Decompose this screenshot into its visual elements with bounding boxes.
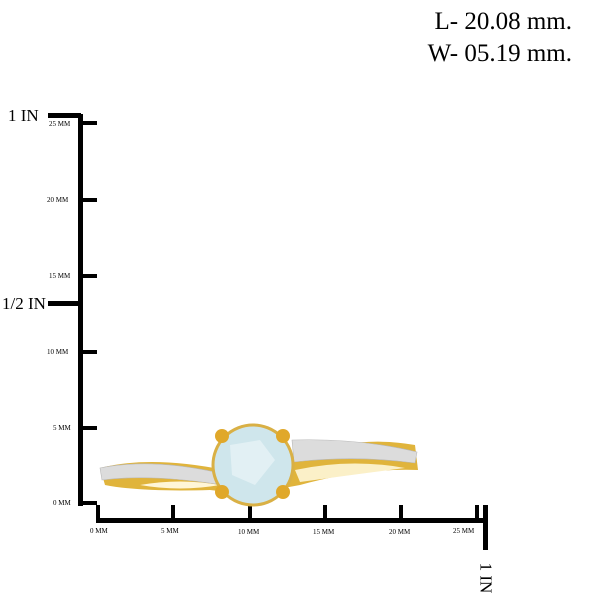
tick-25mm-h bbox=[475, 505, 479, 521]
tick-10mm bbox=[80, 350, 97, 354]
ring-image bbox=[99, 423, 418, 507]
label-15mm-h: 15 MM bbox=[313, 528, 335, 536]
half-inch-label: 1/2 IN bbox=[2, 294, 46, 313]
label-0mm: 0 MM bbox=[53, 499, 71, 507]
horizontal-ruler bbox=[96, 505, 488, 550]
label-15mm: 15 MM bbox=[49, 272, 71, 280]
tick-10mm-h bbox=[248, 505, 252, 521]
tick-25mm bbox=[80, 121, 97, 125]
one-inch-mark-h bbox=[483, 505, 488, 550]
horizontal-axis-line bbox=[96, 518, 488, 523]
one-inch-mark bbox=[48, 113, 81, 118]
tick-15mm-h bbox=[323, 505, 327, 521]
one-inch-label: 1 IN bbox=[8, 106, 39, 125]
tick-20mm bbox=[80, 198, 97, 202]
tick-20mm-h bbox=[399, 505, 403, 521]
label-5mm-h: 5 MM bbox=[161, 527, 179, 535]
one-inch-label-h: 1 IN bbox=[476, 562, 496, 594]
label-25mm: 25 MM bbox=[49, 120, 71, 128]
vertical-ruler bbox=[48, 113, 97, 506]
label-20mm: 20 MM bbox=[47, 196, 69, 204]
label-20mm-h: 20 MM bbox=[389, 528, 411, 536]
half-inch-mark bbox=[48, 301, 81, 306]
label-5mm: 5 MM bbox=[53, 424, 71, 432]
label-0mm-h: 0 MM bbox=[90, 527, 108, 535]
tick-0mm-h bbox=[96, 505, 100, 521]
width-dimension: W- 05.19 mm. bbox=[427, 40, 572, 67]
label-25mm-h: 25 MM bbox=[453, 527, 475, 535]
tick-5mm bbox=[80, 426, 97, 430]
tick-15mm bbox=[80, 274, 97, 278]
length-dimension: L- 20.08 mm. bbox=[434, 8, 573, 35]
vertical-axis-line bbox=[78, 114, 83, 506]
tick-0mm bbox=[80, 501, 97, 505]
label-10mm: 10 MM bbox=[47, 348, 69, 356]
label-10mm-h: 10 MM bbox=[238, 528, 260, 536]
tick-5mm-h bbox=[171, 505, 175, 521]
